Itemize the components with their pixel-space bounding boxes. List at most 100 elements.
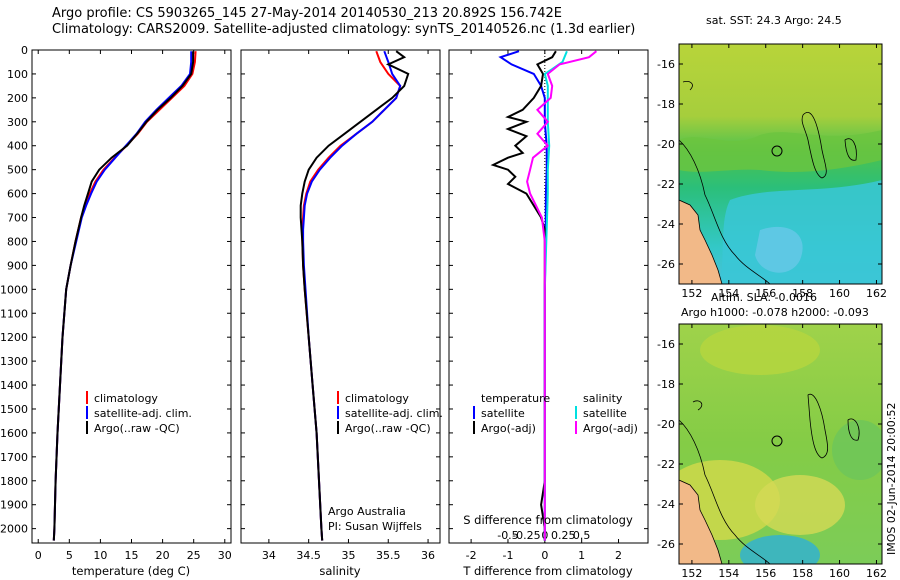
salinity-plot-frame [240, 49, 441, 544]
map-y-tick-label: -18 [657, 98, 675, 111]
x-tick-label: -1 [502, 549, 513, 562]
profile-axes: 0 5 10 15 20 25 300100200300400500600700800900… [0, 44, 648, 562]
series-line-salinity-argo-adj- [526, 50, 598, 541]
figure-header: Argo profile: CS 5903265_145 27-May-2014… [52, 6, 635, 38]
x-tick-label: 30 [218, 549, 232, 562]
y-tick-label: 1400 [0, 379, 28, 392]
series-line-satellite-adj-clim- [52, 51, 193, 541]
x-tick-label: 0 [541, 549, 548, 562]
reef-contour-2 [801, 112, 827, 179]
sla-map-frame [678, 323, 883, 565]
y-tick-label: 800 [7, 235, 28, 248]
profile-location-marker [771, 435, 783, 447]
map-y-tick-label: -20 [657, 418, 675, 431]
legend-label-climatology: climatology [345, 392, 409, 405]
sla-map-subtitle: Argo h1000: -0.078 h2000: -0.093 [681, 306, 869, 319]
salinity-legend: climatology satellite-adj. clim. Argo(..… [337, 391, 443, 435]
temperature-x-label: temperature (deg C) [72, 564, 190, 578]
pi-label: PI: Susan Wijffels [328, 520, 422, 533]
legend-label-climatology: climatology [94, 392, 158, 405]
legend-label-argo: Argo(..raw -QC) [94, 422, 180, 435]
map-x-tick-label: 152 [681, 567, 702, 580]
profile-location-marker [771, 145, 783, 157]
s-tick-label: -0.5 [497, 529, 518, 542]
map-x-tick-label: 162 [866, 287, 887, 300]
difference-plot-frame [448, 49, 649, 544]
y-tick-label: 1200 [0, 331, 28, 344]
x-tick-label: 36 [421, 549, 435, 562]
difference-legend: temperature salinity satellite Argo(-adj… [473, 392, 638, 435]
map-x-tick-label: 152 [681, 287, 702, 300]
australia-coast [679, 479, 723, 564]
x-tick-label: -2 [466, 549, 477, 562]
y-tick-label: 200 [7, 92, 28, 105]
y-tick-label: 1100 [0, 307, 28, 320]
reef-contour [679, 139, 771, 284]
map-x-tick-label: 156 [755, 567, 776, 580]
map-x-tick-label: 154 [718, 287, 739, 300]
reef-contour-4 [682, 81, 693, 91]
series-line-salinity-satellite [543, 50, 568, 541]
legend-label-s-satellite: satellite [583, 407, 627, 420]
s-tick-label: 0.5 [573, 529, 591, 542]
map-y-tick-label: -16 [657, 338, 675, 351]
map-x-tick-label: 158 [792, 567, 813, 580]
x-tick-label: 15 [125, 549, 139, 562]
map-y-tick-label: -26 [657, 538, 675, 551]
legend-label-satellite: satellite-adj. clim. [345, 407, 443, 420]
argo-australia-label: Argo Australia [328, 505, 406, 518]
sla-map [679, 324, 882, 564]
reef-contour-4 [692, 400, 703, 411]
y-tick-label: 1000 [0, 283, 28, 296]
x-tick-label: 2 [615, 549, 622, 562]
y-tick-label: 900 [7, 259, 28, 272]
map-y-tick-label: -16 [657, 58, 675, 71]
map-y-tick-label: -24 [657, 498, 675, 511]
x-tick-label: 0 [35, 549, 42, 562]
reef-contour-3 [844, 138, 857, 161]
reef-contour-3 [847, 418, 860, 441]
x-tick-label: 35 [341, 549, 355, 562]
x-tick-label: 10 [93, 549, 107, 562]
y-tick-label: 1300 [0, 355, 28, 368]
map-y-tick-label: -18 [657, 378, 675, 391]
x-tick-label: 34 [262, 549, 276, 562]
sst-map-title: sat. SST: 24.3 Argo: 24.5 [706, 14, 842, 27]
reef-contour-2 [807, 393, 829, 459]
y-tick-label: 1800 [0, 475, 28, 488]
x-tick-label: 1 [578, 549, 585, 562]
y-tick-label: 1700 [0, 451, 28, 464]
x-tick-label: 20 [156, 549, 170, 562]
australia-coast [679, 199, 723, 284]
x-tick-label: 5 [66, 549, 73, 562]
y-tick-label: 0 [21, 44, 28, 57]
reef-contour [679, 419, 771, 564]
series-line-argo-raw-qc- [299, 50, 410, 541]
legend-heading-temperature: temperature [481, 392, 550, 405]
sst-warm-patch [679, 130, 882, 172]
map-x-tick-label: 160 [829, 287, 850, 300]
salinity-x-label: salinity [319, 564, 360, 578]
map-y-tick-label: -22 [657, 178, 675, 191]
difference-top-label: S difference from climatology [463, 513, 633, 527]
legend-label-argo: Argo(..raw -QC) [345, 422, 431, 435]
series-line-climatology [301, 50, 402, 541]
map-x-tick-label: 154 [718, 567, 739, 580]
y-tick-label: 700 [7, 212, 28, 225]
y-tick-label: 1600 [0, 427, 28, 440]
profile-title: Argo profile: CS 5903265_145 27-May-2014… [52, 6, 562, 21]
series-line-argo-raw-qc- [52, 51, 195, 541]
x-tick-label: 25 [187, 549, 201, 562]
y-tick-label: 400 [7, 140, 28, 153]
map-y-tick-label: -20 [657, 138, 675, 151]
series-line-temperature-satellite [498, 50, 548, 541]
profile-lines [52, 50, 598, 541]
legend-label-s-argo: Argo(-adj) [583, 422, 638, 435]
x-tick-label: 34.5 [296, 549, 321, 562]
map-y-tick-label: -26 [657, 258, 675, 271]
temperature-legend: climatology satellite-adj. clim. Argo(..… [86, 391, 192, 435]
sla-map-title: Altim. SLA: -0.0016 [711, 291, 817, 304]
difference-x-label: T difference from climatology [462, 564, 633, 578]
legend-label-satellite: satellite-adj. clim. [94, 407, 192, 420]
sla-high-patch [700, 325, 820, 375]
